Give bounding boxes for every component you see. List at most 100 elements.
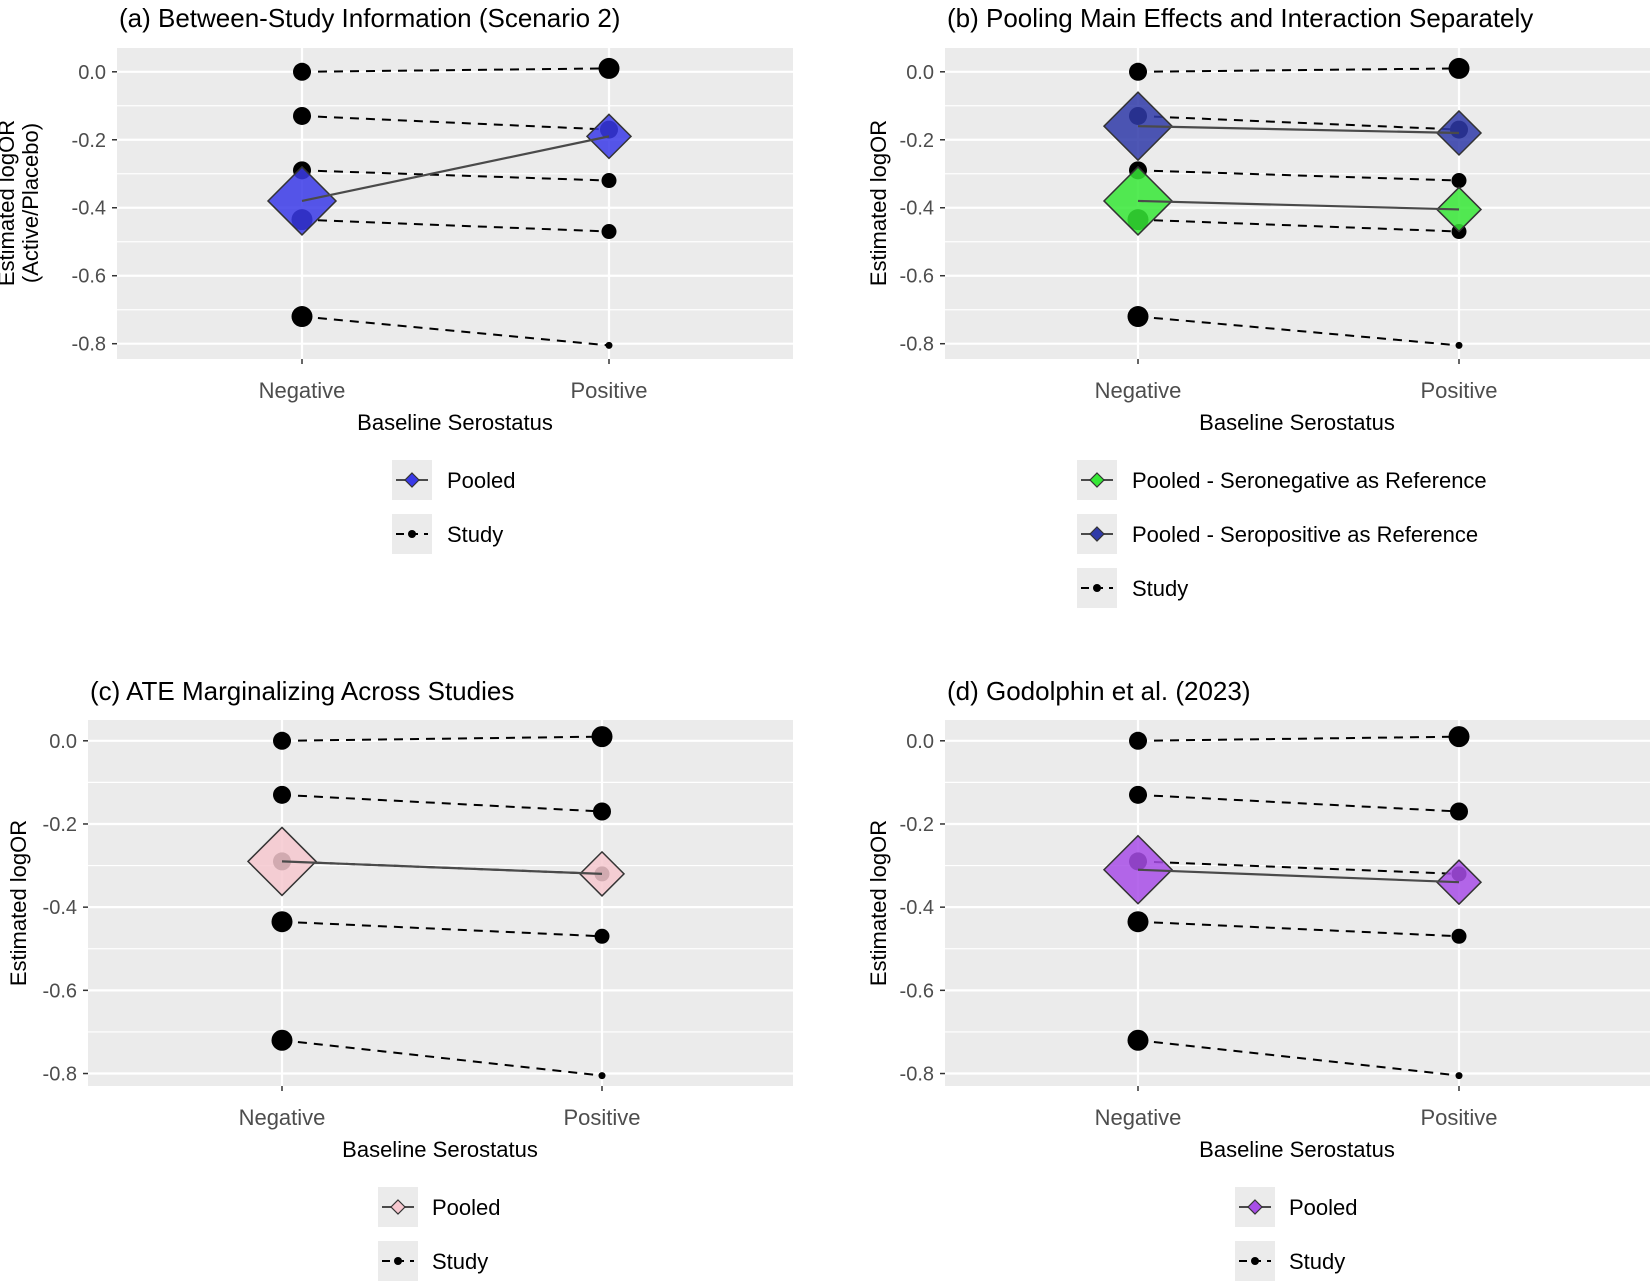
panel-b: (b) Pooling Main Effects and Interaction…	[866, 3, 1650, 608]
study-point	[273, 785, 291, 804]
pooled-line	[281, 860, 603, 875]
plot-background	[945, 720, 1650, 1086]
panel-title: (b) Pooling Main Effects and Interaction…	[947, 3, 1533, 33]
study-point	[594, 928, 610, 944]
study-point	[601, 173, 617, 189]
study-line	[1137, 1039, 1460, 1077]
x-tick-label-negative: Negative	[1095, 1105, 1182, 1130]
y-axis-title-line: Estimated logOR	[866, 120, 891, 286]
study-point	[598, 1072, 606, 1080]
study-point	[1129, 62, 1147, 81]
study-point	[1127, 911, 1149, 933]
x-tick-label-positive: Positive	[570, 378, 647, 403]
x-axis-title: Baseline Serostatus	[1199, 1137, 1395, 1162]
study-line	[281, 1039, 603, 1077]
study-line	[281, 735, 603, 742]
pooled-line	[1137, 125, 1460, 135]
study-point	[273, 731, 291, 750]
panel-a: (a) Between-Study Information (Scenario …	[0, 3, 793, 554]
y-tick-label: -0.6	[43, 980, 77, 1002]
study-line	[1137, 860, 1460, 875]
study-point	[291, 306, 313, 328]
y-tick-label: -0.4	[900, 897, 934, 919]
legend-dot	[408, 530, 416, 538]
y-tick-label: -0.8	[900, 1064, 934, 1086]
legend-diamond	[404, 472, 420, 488]
legend-label: Study	[1132, 576, 1188, 601]
pooled-line	[301, 135, 610, 203]
pooled-line	[1137, 199, 1460, 211]
panel-title: (c) ATE Marginalizing Across Studies	[90, 676, 514, 706]
study-point	[1451, 928, 1467, 944]
legend-dot	[394, 1257, 402, 1265]
x-axis-title: Baseline Serostatus	[342, 1137, 538, 1162]
study-line	[1137, 735, 1460, 742]
legend-label: Pooled	[432, 1195, 501, 1220]
y-axis-title-line: Estimated logOR	[6, 820, 31, 986]
y-tick-label: -0.8	[72, 334, 106, 356]
x-tick-label-negative: Negative	[1095, 378, 1182, 403]
x-axis-title: Baseline Serostatus	[357, 410, 553, 435]
y-tick-label: -0.6	[900, 266, 934, 288]
panel-title: (d) Godolphin et al. (2023)	[947, 676, 1251, 706]
y-axis-title: Estimated logOR	[6, 820, 31, 986]
study-point	[293, 62, 311, 81]
plot-background	[117, 48, 793, 359]
y-axis-title-line: Estimated logOR	[866, 820, 891, 986]
y-tick-label: -0.8	[900, 334, 934, 356]
x-tick-label-negative: Negative	[259, 378, 346, 403]
study-point	[293, 106, 311, 125]
y-axis-title-line: (Active/Placebo)	[18, 123, 43, 283]
y-tick-label: -0.4	[900, 198, 934, 220]
legend-label: Pooled - Seropositive as Reference	[1132, 522, 1478, 547]
legend-label: Pooled	[447, 468, 516, 493]
legend-label: Study	[432, 1249, 488, 1274]
legend-label: Study	[1289, 1249, 1345, 1274]
y-axis-title: Estimated logOR	[866, 120, 891, 286]
study-point	[1451, 173, 1467, 189]
legend: Pooled Study	[378, 1187, 501, 1281]
study-point	[1129, 785, 1147, 804]
study-line	[1137, 169, 1460, 182]
study-line	[301, 169, 610, 182]
legend-diamond	[1089, 472, 1105, 488]
study-point	[1455, 341, 1463, 349]
y-axis-title-line: Estimated logOR	[0, 120, 19, 286]
plot-background	[945, 48, 1650, 359]
study-line	[1137, 793, 1460, 813]
panel-d: (d) Godolphin et al. (2023) 0.0 -0.2 -0.4 -0…	[866, 676, 1650, 1281]
study-point	[1129, 731, 1147, 750]
legend: Pooled Study	[392, 460, 516, 554]
study-line	[1137, 114, 1460, 131]
pooled-line	[1137, 868, 1460, 884]
study-point	[1450, 802, 1468, 821]
study-line	[301, 114, 610, 131]
study-point	[601, 224, 617, 240]
legend-dot	[1093, 584, 1101, 592]
legend-diamond	[1247, 1199, 1263, 1215]
x-tick-label-positive: Positive	[1420, 1105, 1497, 1130]
study-line	[1137, 67, 1460, 73]
legend-dot	[1251, 1257, 1259, 1265]
x-tick-label-positive: Positive	[563, 1105, 640, 1130]
y-axis-title: Estimated logOR	[866, 820, 891, 986]
y-tick-label: -0.2	[43, 814, 77, 836]
y-tick-label: -0.4	[43, 897, 77, 919]
y-tick-label: -0.2	[900, 130, 934, 152]
study-point	[1127, 1029, 1149, 1051]
study-point	[605, 341, 613, 349]
y-tick-label: 0.0	[78, 62, 106, 84]
y-tick-label: -0.8	[43, 1064, 77, 1086]
x-tick-label-positive: Positive	[1420, 378, 1497, 403]
study-point	[271, 1029, 293, 1051]
y-tick-label: 0.0	[906, 731, 934, 753]
y-tick-label: 0.0	[49, 731, 77, 753]
x-tick-label-negative: Negative	[239, 1105, 326, 1130]
legend-label: Study	[447, 522, 503, 547]
panel-c: (c) ATE Marginalizing Across Studies 0.0 -…	[6, 676, 793, 1281]
y-tick-label: -0.4	[72, 198, 106, 220]
study-line	[281, 793, 603, 813]
study-line	[301, 315, 610, 347]
legend-diamond	[390, 1199, 406, 1215]
